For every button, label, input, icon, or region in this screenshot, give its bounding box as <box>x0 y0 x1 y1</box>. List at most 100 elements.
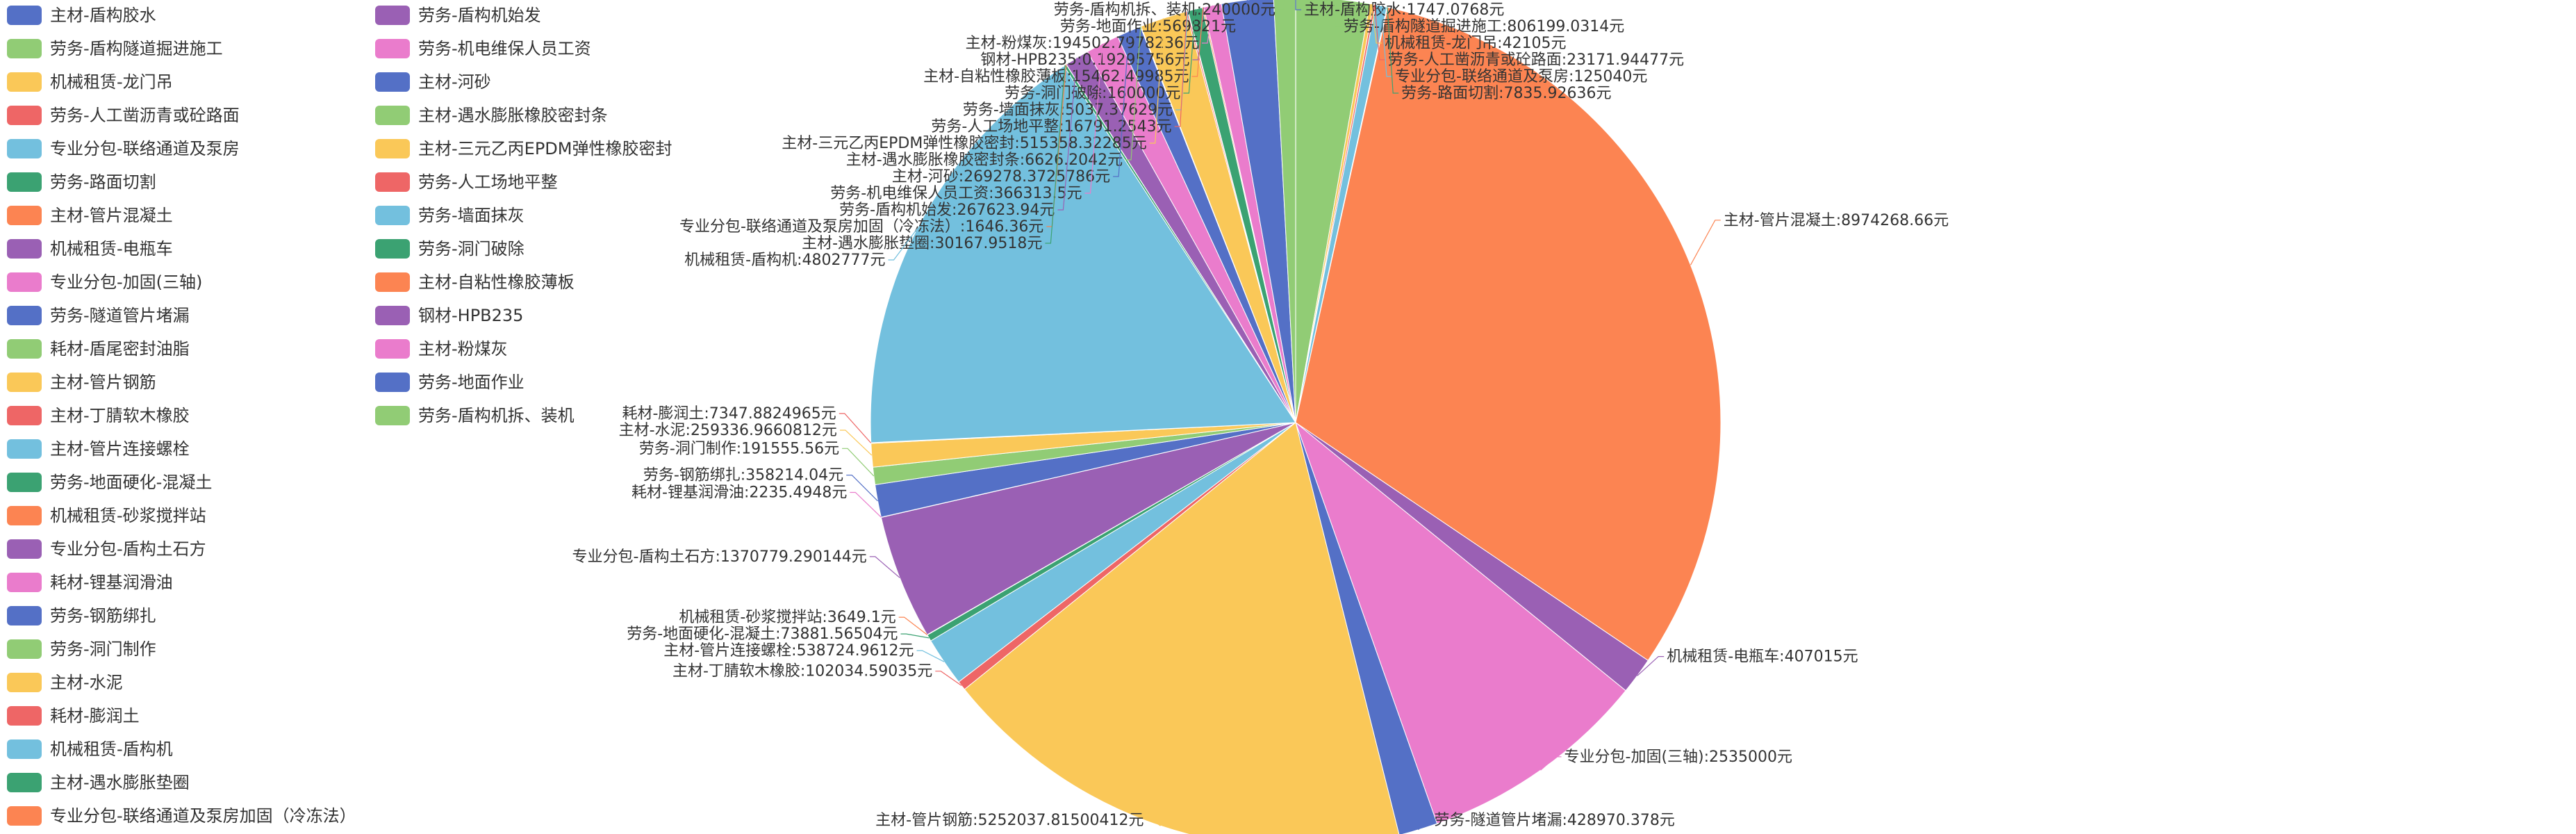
pie-slice[interactable] <box>870 65 1296 443</box>
legend-item[interactable]: 劳务-盾构机拆、装机 <box>375 406 575 425</box>
label-leader-line <box>842 448 875 477</box>
legend-item[interactable]: 机械租赁-龙门吊 <box>7 72 173 92</box>
legend-label: 主材-河砂 <box>418 72 491 92</box>
label-leader-line <box>839 430 873 456</box>
slice-value-label: 机械租赁-电瓶车:407015元 <box>1667 648 1858 666</box>
legend-swatch <box>375 139 410 158</box>
legend-item[interactable]: 劳务-盾构机始发 <box>375 6 541 25</box>
legend-item[interactable]: 主材-丁腈软木橡胶 <box>7 406 190 425</box>
legend-item[interactable]: 主材-三元乙丙EPDM弹性橡胶密封 <box>375 139 672 158</box>
legend-label: 劳务-地面作业 <box>418 373 525 392</box>
legend-label: 劳务-机电维保人员工资 <box>418 39 591 58</box>
legend-label: 机械租赁-砂浆搅拌站 <box>50 506 206 525</box>
legend-item[interactable]: 劳务-机电维保人员工资 <box>375 39 591 58</box>
legend-item[interactable]: 主材-河砂 <box>375 72 491 92</box>
legend-label: 劳务-盾构隧道掘进施工 <box>50 39 223 58</box>
legend-item[interactable]: 劳务-洞门制作 <box>7 639 156 659</box>
slice-value-label: 专业分包-联络通道及泵房:125040元 <box>1395 68 1647 85</box>
label-leader-line <box>935 671 962 686</box>
legend-item[interactable]: 劳务-人工场地平整 <box>375 172 558 192</box>
legend-item[interactable]: 主材-水泥 <box>7 673 123 692</box>
slice-value-label: 劳务-地面作业:569821元 <box>1060 18 1236 35</box>
slice-value-label: 劳务-人工场地平整:16791.2543元 <box>931 118 1171 136</box>
legend-item[interactable]: 主材-自粘性橡胶薄板 <box>375 272 575 292</box>
legend-item[interactable]: 机械租赁-砂浆搅拌站 <box>7 506 206 525</box>
slice-value-label: 劳务-洞门制作:191555.56元 <box>639 440 839 457</box>
legend-label: 主材-遇水膨胀垫圈 <box>50 773 190 792</box>
legend-label: 劳务-地面硬化-混凝土 <box>50 473 212 492</box>
legend-label: 劳务-路面切割 <box>50 172 156 192</box>
legend-item[interactable]: 耗材-锂基润滑油 <box>7 573 173 592</box>
legend-swatch <box>7 539 42 559</box>
legend-item[interactable]: 主材-遇水膨胀橡胶密封条 <box>375 106 608 125</box>
legend-swatch <box>7 573 42 592</box>
legend-item[interactable]: 主材-管片混凝土 <box>7 206 173 225</box>
label-leader-line <box>1380 6 1392 77</box>
legend-item[interactable]: 劳务-地面硬化-混凝土 <box>7 473 212 492</box>
legend-swatch <box>7 439 42 459</box>
legend-item[interactable]: 劳务-盾构隧道掘进施工 <box>7 39 223 58</box>
legend-swatch <box>7 139 42 158</box>
legend-item[interactable]: 劳务-路面切割 <box>7 172 156 192</box>
legend-swatch <box>375 72 410 92</box>
legend-item[interactable]: 专业分包-联络通道及泵房 <box>7 139 240 158</box>
slice-value-label: 主材-管片钢筋:5252037.81500412元 <box>875 812 1143 829</box>
legend-label: 耗材-锂基润滑油 <box>50 573 173 592</box>
legend-swatch <box>7 606 42 626</box>
legend-item[interactable]: 劳务-隧道管片堵漏 <box>7 306 190 325</box>
legend-item[interactable]: 专业分包-盾构土石方 <box>7 539 206 559</box>
pie-slice[interactable] <box>964 422 1400 834</box>
label-leader-line <box>1387 7 1399 94</box>
legend-label: 专业分包-联络通道及泵房 <box>50 139 240 158</box>
label-leader-line <box>1149 18 1164 144</box>
legend-item[interactable]: 主材-遇水膨胀垫圈 <box>7 773 190 792</box>
label-leader-line <box>1125 26 1141 161</box>
legend-item[interactable]: 主材-粉煤灰 <box>375 339 508 359</box>
legend-label: 机械租赁-龙门吊 <box>50 72 173 92</box>
slice-value-label: 主材-水泥:259336.9660812元 <box>619 422 837 439</box>
legend-item[interactable]: 主材-盾构胶水 <box>7 6 156 25</box>
pie-slice[interactable] <box>880 422 1296 635</box>
legend-item[interactable]: 机械租赁-电瓶车 <box>7 239 173 259</box>
legend-swatch <box>7 272 42 292</box>
legend-item[interactable]: 劳务-地面作业 <box>375 373 525 392</box>
legend-item[interactable]: 钢材-HPB235 <box>375 306 523 325</box>
slice-value-label: 主材-河砂:269278.3725786元 <box>892 168 1110 186</box>
legend-item[interactable]: 劳务-人工凿沥青或砼路面 <box>7 106 240 125</box>
legend-swatch <box>375 6 410 25</box>
legend-label: 劳务-洞门制作 <box>50 639 156 659</box>
slice-value-label: 劳务-盾构机拆、装机:240000元 <box>1054 1 1275 19</box>
legend-item[interactable]: 主材-管片连接螺栓 <box>7 439 190 459</box>
legend-swatch <box>375 373 410 392</box>
legend-label: 主材-丁腈软木橡胶 <box>50 406 190 425</box>
legend-item[interactable]: 主材-管片钢筋 <box>7 373 156 392</box>
legend-item[interactable]: 劳务-钢筋绑扎 <box>7 606 156 626</box>
legend-swatch <box>375 172 410 192</box>
label-leader-line <box>1146 819 1161 826</box>
pie-slice[interactable] <box>1273 0 1296 423</box>
pie-slice[interactable] <box>1221 0 1296 423</box>
legend-label: 主材-遇水膨胀橡胶密封条 <box>418 106 608 125</box>
legend-item[interactable]: 耗材-盾尾密封油脂 <box>7 339 190 359</box>
legend-item[interactable]: 专业分包-加固(三轴) <box>7 272 202 292</box>
pie-slice[interactable] <box>1295 6 1722 662</box>
legend-item[interactable]: 劳务-洞门破除 <box>375 239 525 259</box>
slice-value-label: 劳务-盾构隧道掘进施工:806199.0314元 <box>1344 18 1624 35</box>
legend-item[interactable]: 劳务-墙面抹灰 <box>375 206 525 225</box>
slice-value-label: 耗材-膨润土:7347.8824965元 <box>622 405 836 423</box>
legend-item[interactable]: 机械租赁-盾构机 <box>7 739 173 759</box>
pie-slice[interactable] <box>1295 422 1438 834</box>
legend-item[interactable]: 耗材-膨润土 <box>7 706 140 726</box>
legend-swatch <box>7 106 42 125</box>
legend-swatch <box>7 773 42 792</box>
legend-swatch <box>7 506 42 525</box>
legend-label: 主材-三元乙丙EPDM弹性橡胶密封 <box>418 139 672 158</box>
slice-value-label: 劳务-洞门破除:160000元 <box>1005 85 1180 102</box>
legend-swatch <box>375 106 410 125</box>
legend-item[interactable]: 专业分包-联络通道及泵房加固（冷冻法） <box>7 806 356 826</box>
legend-label: 劳务-人工凿沥青或砼路面 <box>50 106 240 125</box>
slice-value-label: 劳务-墙面抹灰:5037.37629元 <box>963 101 1173 119</box>
legend-swatch <box>7 373 42 392</box>
legend-swatch <box>7 806 42 826</box>
legend-label: 耗材-膨润土 <box>50 706 140 726</box>
